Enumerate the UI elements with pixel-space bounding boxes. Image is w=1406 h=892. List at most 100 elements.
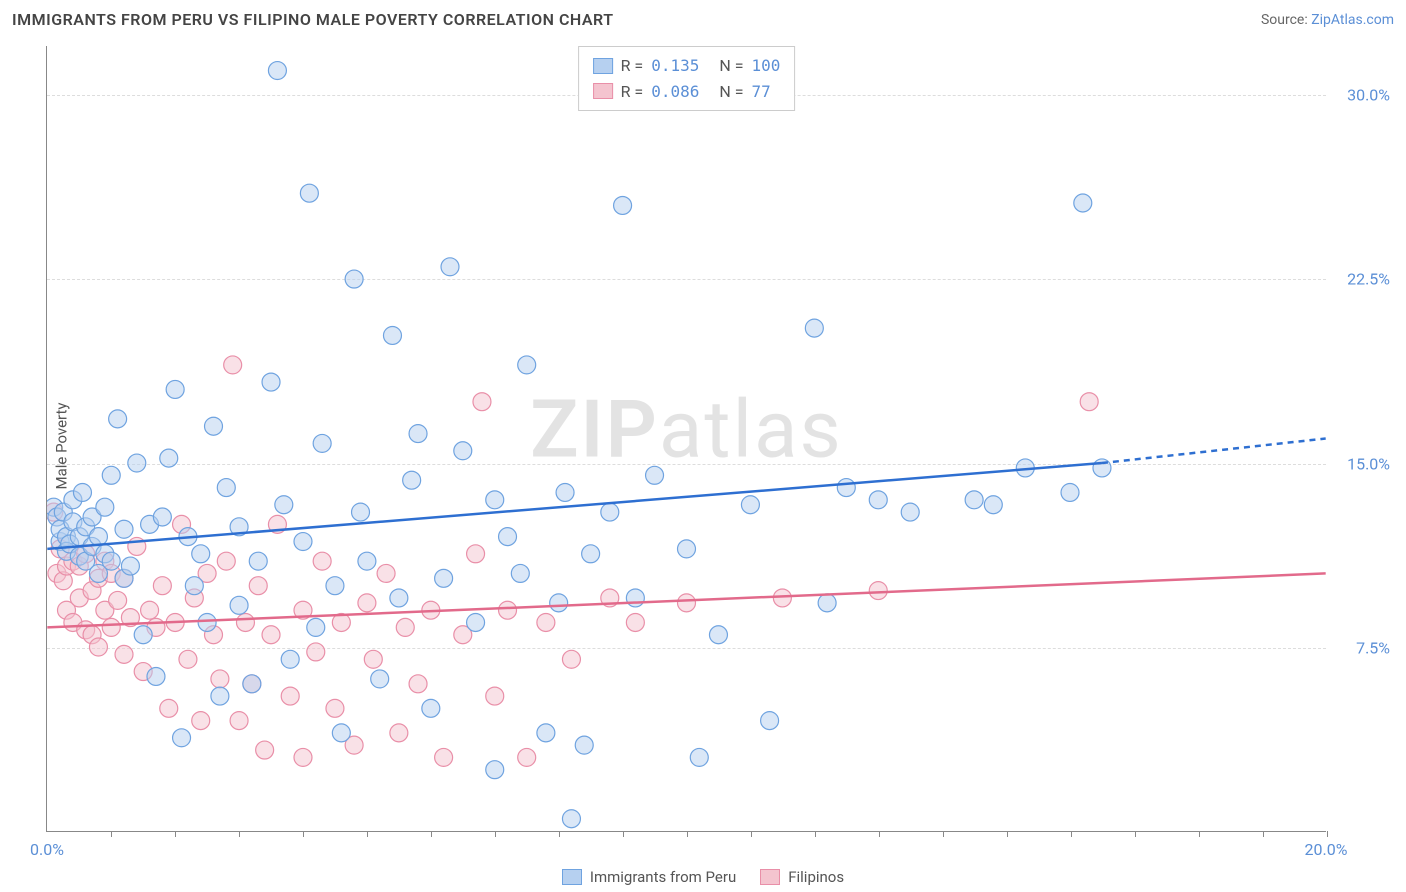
scatter-point	[249, 577, 267, 595]
scatter-point	[109, 591, 127, 609]
scatter-point	[562, 810, 580, 828]
scatter-point	[454, 442, 472, 460]
scatter-point	[358, 594, 376, 612]
scatter-point	[313, 434, 331, 452]
scatter-point	[102, 552, 120, 570]
scatter-point	[626, 613, 644, 631]
scatter-point	[134, 626, 152, 644]
trend-line	[47, 463, 1102, 549]
x-tick	[559, 831, 560, 837]
y-tick-label: 15.0%	[1347, 454, 1390, 473]
scatter-point	[326, 577, 344, 595]
x-tick	[1135, 831, 1136, 837]
source-link[interactable]: ZipAtlas.com	[1311, 12, 1394, 28]
x-tick	[879, 831, 880, 837]
scatter-point	[678, 540, 696, 558]
scatter-point	[1074, 194, 1092, 212]
y-tick-label: 22.5%	[1347, 270, 1390, 289]
scatter-point	[678, 594, 696, 612]
legend-row-series-b: R = 0.086 N = 77	[593, 79, 781, 105]
scatter-point	[562, 650, 580, 668]
scatter-point	[141, 601, 159, 619]
scatter-point	[556, 483, 574, 501]
scatter-point	[307, 643, 325, 661]
scatter-point	[690, 748, 708, 766]
scatter-point	[153, 508, 171, 526]
legend-row-series-a: R = 0.135 N = 100	[593, 53, 781, 79]
x-tick	[815, 831, 816, 837]
scatter-point	[173, 729, 191, 747]
scatter-point	[869, 582, 887, 600]
scatter-point	[313, 552, 331, 570]
scatter-point	[377, 564, 395, 582]
header: IMMIGRANTS FROM PERU VS FILIPINO MALE PO…	[12, 10, 1394, 29]
x-tick	[1327, 831, 1328, 837]
scatter-point	[102, 466, 120, 484]
scatter-point	[614, 196, 632, 214]
legend-item-series-a: Immigrants from Peru	[562, 868, 736, 886]
scatter-point	[582, 545, 600, 563]
scatter-point	[441, 258, 459, 276]
scatter-point	[109, 410, 127, 428]
scatter-point	[818, 594, 836, 612]
n-value-a: 100	[752, 53, 781, 79]
scatter-point	[300, 184, 318, 202]
scatter-point	[236, 613, 254, 631]
scatter-point	[837, 479, 855, 497]
scatter-point	[281, 687, 299, 705]
scatter-point	[179, 650, 197, 668]
scatter-point	[185, 577, 203, 595]
n-value-b: 77	[752, 79, 771, 105]
x-tick-label-max: 20.0%	[1305, 840, 1348, 859]
scatter-point	[537, 724, 555, 742]
x-tick	[943, 831, 944, 837]
scatter-point	[409, 425, 427, 443]
scatter-point	[486, 491, 504, 509]
scatter-point	[601, 503, 619, 521]
scatter-point	[89, 528, 107, 546]
scatter-point	[192, 712, 210, 730]
scatter-point	[511, 564, 529, 582]
trend-line	[1102, 439, 1326, 464]
scatter-point	[73, 483, 91, 501]
scatter-point	[805, 319, 823, 337]
scatter-point	[435, 748, 453, 766]
scatter-point	[217, 479, 235, 497]
scatter-point	[217, 552, 235, 570]
x-tick	[687, 831, 688, 837]
x-tick	[239, 831, 240, 837]
scatter-point	[422, 699, 440, 717]
scatter-point	[121, 557, 139, 575]
scatter-point	[262, 626, 280, 644]
y-tick-label: 30.0%	[1347, 86, 1390, 105]
swatch-series-a	[593, 58, 613, 74]
scatter-point	[901, 503, 919, 521]
scatter-point	[268, 62, 286, 80]
chart-plot-area: R = 0.135 N = 100 R = 0.086 N = 77 ZIPat…	[46, 46, 1326, 832]
x-tick	[623, 831, 624, 837]
scatter-svg	[47, 46, 1326, 831]
scatter-point	[761, 712, 779, 730]
legend-label-a: Immigrants from Peru	[590, 868, 736, 886]
x-tick	[1263, 831, 1264, 837]
scatter-point	[192, 545, 210, 563]
scatter-point	[160, 449, 178, 467]
scatter-point	[409, 675, 427, 693]
scatter-point	[166, 380, 184, 398]
y-tick-label: 7.5%	[1356, 638, 1390, 657]
n-label: N =	[719, 53, 743, 79]
scatter-point	[230, 712, 248, 730]
scatter-point	[646, 466, 664, 484]
scatter-point	[709, 626, 727, 644]
scatter-point	[153, 577, 171, 595]
scatter-point	[352, 503, 370, 521]
source-credit: Source: ZipAtlas.com	[1261, 12, 1394, 28]
scatter-point	[390, 724, 408, 742]
scatter-point	[262, 373, 280, 391]
scatter-point	[518, 356, 536, 374]
scatter-point	[294, 533, 312, 551]
scatter-point	[499, 601, 517, 619]
scatter-point	[147, 667, 165, 685]
swatch-series-b	[593, 83, 613, 99]
x-tick	[495, 831, 496, 837]
